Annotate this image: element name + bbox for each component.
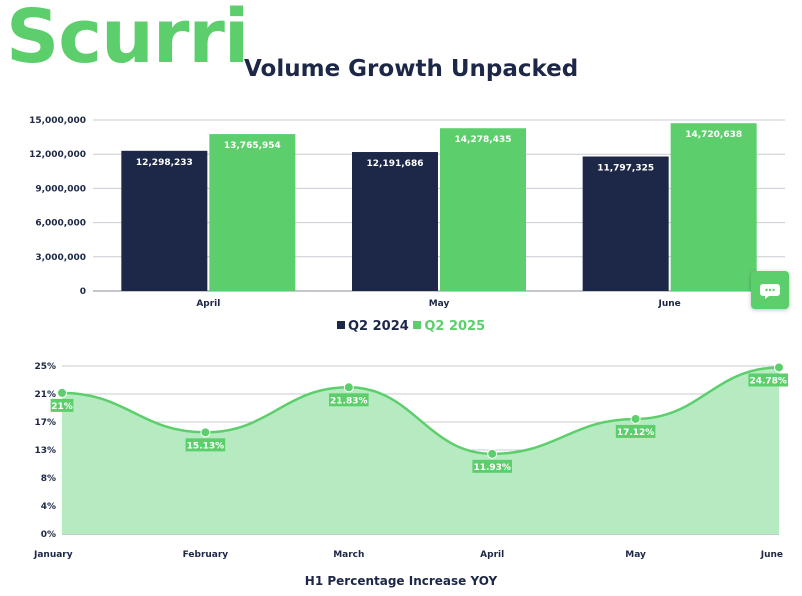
area-data-label-bg	[615, 424, 656, 438]
area-chart-title: H1 Percentage Increase YOY	[304, 574, 498, 588]
legend-label-q2-2025: Q2 2025	[424, 319, 486, 334]
area-data-label-bg	[472, 459, 512, 473]
chat-button[interactable]	[751, 271, 789, 309]
area-data-label: 11.93%	[473, 463, 511, 473]
legend-label-q2-2024: Q2 2024	[348, 319, 409, 334]
area-x-tick-label: January	[33, 550, 73, 560]
legend-item-q2-2025: Q2 2025	[413, 319, 485, 334]
area-data-label-bg	[50, 398, 74, 412]
legend-swatch-q2-2024	[337, 321, 345, 329]
area-data-label: 17.12%	[617, 428, 655, 438]
bar-june-q2-2025	[670, 123, 757, 291]
bar-june-q2-2024	[582, 156, 669, 291]
area-fill	[62, 367, 779, 534]
bar-april-q2-2024	[121, 150, 208, 291]
bar-x-tick-label: April	[196, 299, 220, 309]
area-point	[774, 362, 784, 373]
bar-y-tick-label: 15,000,000	[29, 116, 86, 126]
area-x-tick-label: April	[480, 550, 504, 560]
bar-y-tick-label: 12,000,000	[29, 150, 86, 160]
area-point	[343, 382, 354, 393]
area-point	[200, 427, 211, 438]
bar-may-q2-2024	[352, 152, 438, 291]
area-y-tick-label: 8%	[41, 474, 56, 484]
bar-y-tick-label: 6,000,000	[35, 219, 86, 229]
bar-data-label: 13,765,954	[224, 141, 281, 151]
area-x-tick-label: May	[625, 550, 646, 560]
bar-data-label: 11,797,325	[597, 164, 654, 174]
bar-data-label: 14,720,638	[685, 130, 742, 140]
area-data-label-bg	[329, 393, 369, 407]
bar-x-tick-label: June	[658, 299, 681, 309]
area-data-label: 21.83%	[330, 396, 368, 406]
area-y-tick-label: 13%	[34, 446, 56, 456]
area-point	[487, 448, 498, 459]
area-data-label: 21%	[51, 402, 73, 412]
legend-swatch-q2-2025	[413, 321, 422, 329]
area-data-label: 15.13%	[187, 441, 225, 451]
area-y-tick-label: 25%	[34, 362, 56, 372]
page-title: Volume Growth Unpacked	[244, 56, 579, 82]
area-y-tick-label: 4%	[41, 502, 56, 512]
bar-data-label: 12,191,686	[367, 159, 424, 169]
bar-y-tick-label: 9,000,000	[35, 184, 86, 194]
bar-may-q2-2025	[440, 128, 526, 291]
area-data-label: 24.78%	[749, 376, 787, 386]
chat-bubble-icon	[760, 284, 780, 299]
area-x-tick-label: June	[760, 550, 783, 560]
legend-item-q2-2024: Q2 2024	[337, 319, 413, 334]
area-x-tick-label: March	[333, 550, 364, 560]
area-data-label-bg	[748, 373, 788, 387]
area-y-tick-label: 17%	[34, 418, 56, 428]
area-y-tick-label: 21%	[34, 390, 56, 400]
bar-y-tick-label: 3,000,000	[35, 253, 86, 263]
area-x-tick-label: February	[183, 550, 229, 560]
bar-y-tick-label: 0	[80, 287, 86, 297]
area-data-label-bg	[185, 438, 226, 452]
bar-april-q2-2025	[209, 134, 296, 291]
bar-x-tick-label: May	[429, 299, 450, 309]
bar-data-label: 14,278,435	[455, 135, 512, 145]
scurri-logo: Scurri	[6, 0, 249, 80]
area-line	[61, 366, 780, 456]
area-y-tick-label: 0%	[41, 530, 56, 540]
bar-legend: Q2 2024 Q2 2025	[337, 319, 485, 334]
area-point	[630, 413, 641, 424]
area-point	[57, 387, 67, 398]
bar-data-label: 12,298,233	[136, 158, 193, 168]
